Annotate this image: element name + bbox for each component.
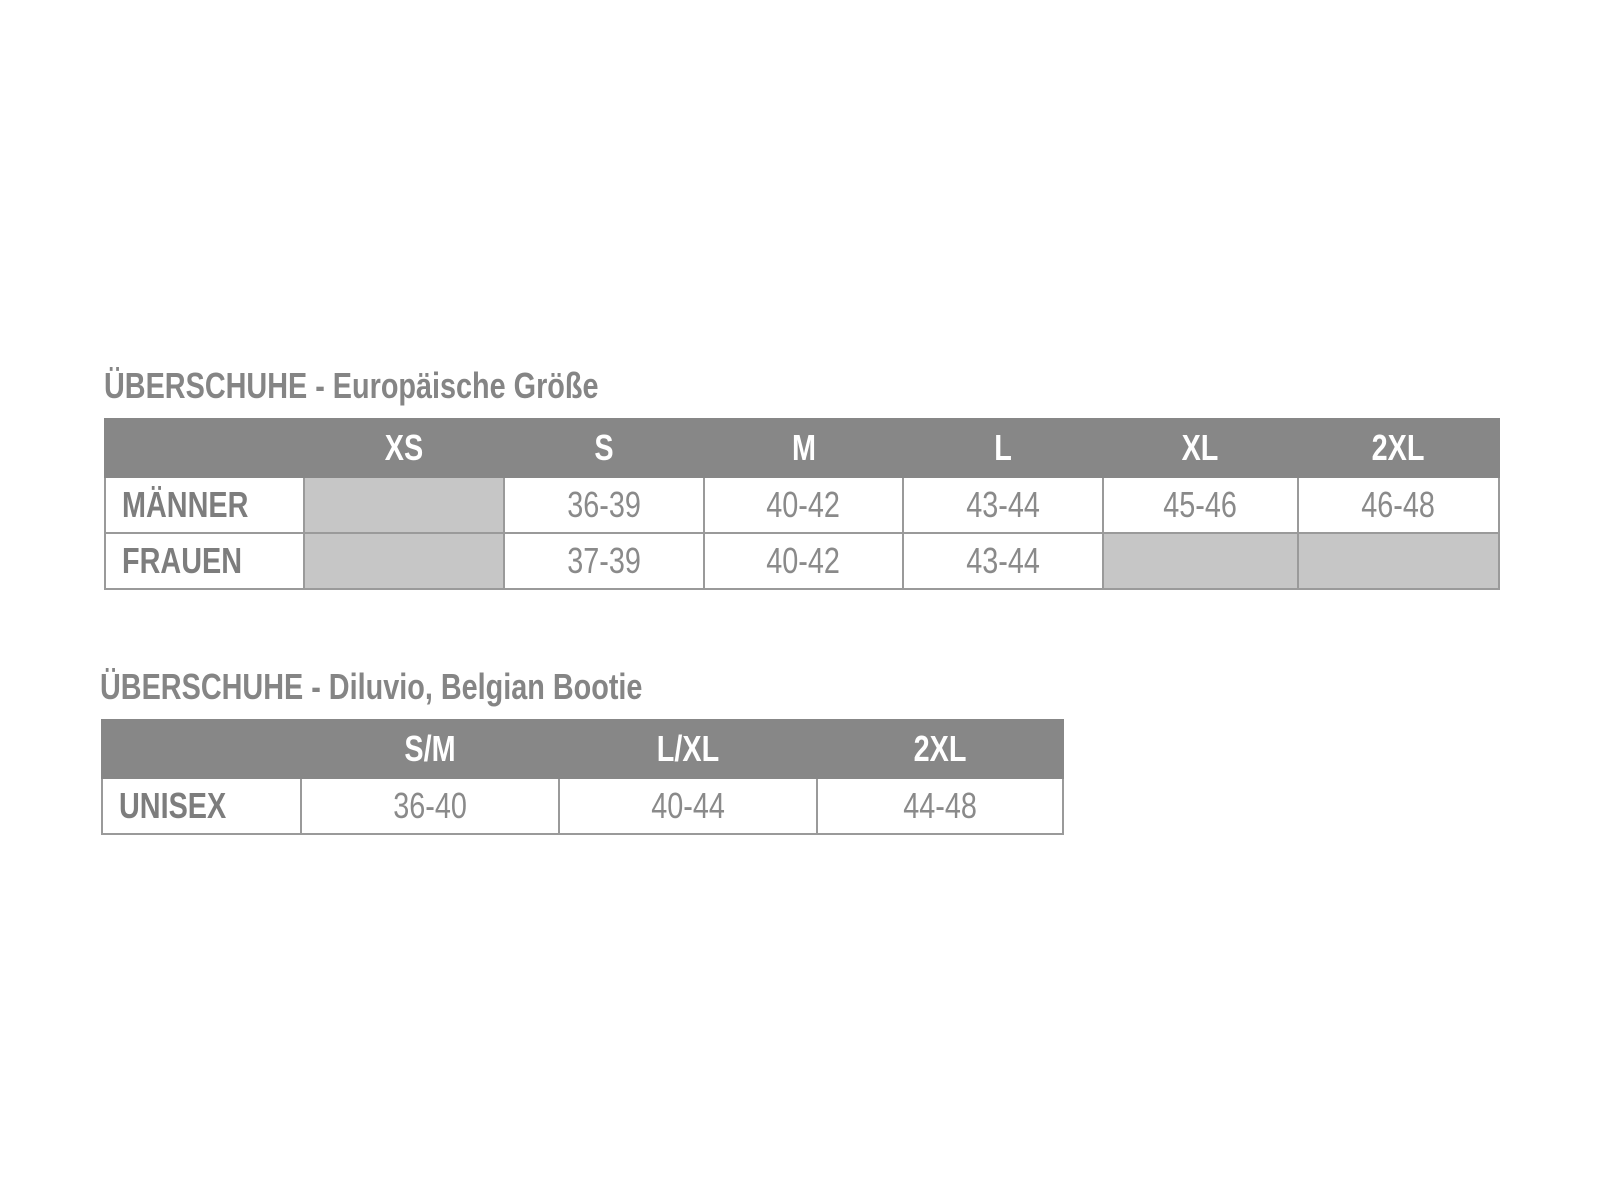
table1-title: ÜBERSCHUHE - Europäische Größe [104,365,599,406]
header-m: M [703,418,904,478]
cell: 36-39 [503,476,705,534]
header-2xl: 2XL [1297,418,1500,478]
row-label: MÄNNER [104,476,305,534]
cell-unavailable [303,476,505,534]
table-row-unisex: UNISEX 36-40 40-44 44-48 [101,777,1064,835]
row-label: UNISEX [101,777,302,835]
header-corner [104,418,305,478]
table-row-frauen: FRAUEN 37-39 40-42 43-44 [104,532,1500,590]
cell-unavailable [303,532,505,590]
header-xl: XL [1102,418,1299,478]
header-s: S [503,418,705,478]
cell: 40-44 [558,777,818,835]
header-2xl: 2XL [816,719,1064,779]
cell: 43-44 [902,476,1104,534]
cell: 45-46 [1102,476,1299,534]
cell: 37-39 [503,532,705,590]
header-row: S/M L/XL 2XL [101,719,1064,779]
cell-unavailable [1297,532,1500,590]
header-sm: S/M [300,719,560,779]
cell: 40-42 [703,532,904,590]
header-lxl: L/XL [558,719,818,779]
header-xs: XS [303,418,505,478]
table2-title: ÜBERSCHUHE - Diluvio, Belgian Bootie [100,666,643,707]
cell: 40-42 [703,476,904,534]
table-row-maenner: MÄNNER 36-39 40-42 43-44 45-46 46-48 [104,476,1500,534]
cell: 44-48 [816,777,1064,835]
cell: 36-40 [300,777,560,835]
cell-unavailable [1102,532,1299,590]
header-corner [101,719,302,779]
cell: 46-48 [1297,476,1500,534]
header-l: L [902,418,1104,478]
header-row: XS S M L XL 2XL [104,418,1500,478]
row-label: FRAUEN [104,532,305,590]
size-table-european: XS S M L XL 2XL MÄNNER 36-39 40-42 43-44… [104,418,1500,590]
size-table-diluvio: S/M L/XL 2XL UNISEX 36-40 40-44 44-48 [101,719,1064,835]
cell: 43-44 [902,532,1104,590]
